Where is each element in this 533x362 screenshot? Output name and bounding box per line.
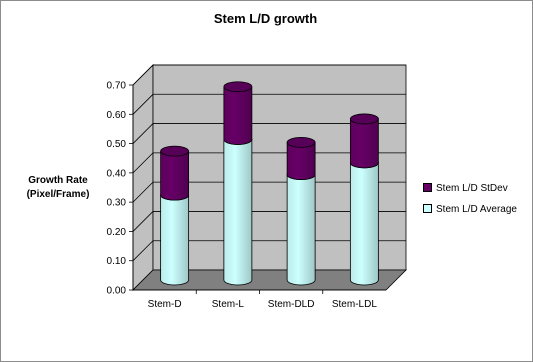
gridline: [132, 152, 406, 174]
y-tick-label: 0.20: [107, 227, 127, 238]
legend-swatch-average: [423, 203, 432, 213]
bar-segment: [223, 139, 253, 286]
bar-segment: [160, 150, 190, 201]
gridline: [132, 240, 406, 261]
bar-segment: [349, 162, 379, 286]
x-tick-label: Stem-DLD: [268, 299, 315, 310]
gridline: [132, 123, 406, 144]
bar-cap: [160, 145, 190, 157]
legend-label-average: Stem L/D Average: [436, 204, 517, 215]
y-tick-label: 0.70: [107, 81, 127, 92]
y-tick-label: 0.00: [107, 286, 127, 297]
y-tick-label: 0.60: [107, 110, 127, 121]
legend-item-average: Stem L/D Average: [423, 203, 517, 216]
gridline: [132, 211, 406, 232]
side-wall: [132, 64, 154, 291]
x-tick-label: Stem-D: [148, 299, 182, 310]
y-tick-label: 0.40: [107, 168, 127, 179]
gridline: [132, 64, 406, 86]
legend-label-stdev: Stem L/D StDev: [436, 183, 508, 194]
y-tick-label: 0.50: [107, 139, 127, 150]
x-tick-label: Stem-LDL: [332, 299, 377, 310]
y-axis-label: Growth Rate (Pixel/Frame): [26, 175, 90, 200]
bar-cap: [349, 113, 379, 125]
legend: Stem L/D StDev Stem L/D Average: [420, 180, 532, 224]
bar-segment: [349, 118, 379, 169]
x-tick-label: Stem-L: [212, 299, 245, 310]
chart-title: Stem L/D growth: [213, 11, 318, 26]
legend-swatch-stdev: [423, 182, 432, 192]
legend-item-stdev: Stem L/D StDev: [423, 182, 508, 195]
gridline: [132, 93, 406, 115]
bar-segment: [286, 174, 316, 286]
y-tick-label: 0.30: [107, 198, 127, 209]
gridline: [132, 181, 406, 203]
y-tick-label: 0.10: [107, 256, 127, 267]
bar-segment: [223, 86, 253, 145]
bar-cap: [286, 136, 316, 148]
bar-segment: [286, 141, 316, 180]
bar-segment: [160, 194, 190, 286]
bar-cap: [223, 81, 253, 93]
